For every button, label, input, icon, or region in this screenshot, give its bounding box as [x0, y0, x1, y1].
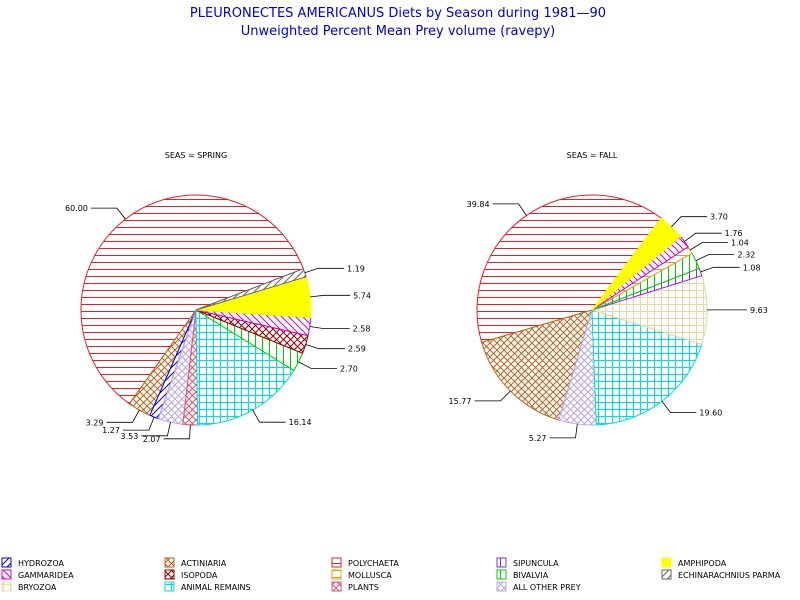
legend-item: ISOPODA	[164, 569, 218, 580]
legend-swatch	[331, 569, 342, 580]
legend-item: ACTINIARIA	[164, 557, 227, 568]
legend-swatch	[164, 557, 175, 568]
leader-line	[163, 424, 191, 440]
legend-label: ACTINIARIA	[181, 559, 227, 568]
legend-label: POLYCHAETA	[348, 559, 399, 568]
legend-label: BRYOZOA	[18, 583, 57, 592]
data-label: 1.76	[725, 229, 743, 238]
legend-item: ALL OTHER PREY	[496, 581, 581, 592]
legend-swatch	[1, 581, 12, 592]
legend-label: BIVALVIA	[513, 571, 549, 580]
slice-actiniaria	[481, 309, 593, 421]
legend-label: PLANTS	[348, 583, 379, 592]
data-label: 5.74	[353, 291, 371, 300]
legend-item: BIVALVIA	[496, 569, 549, 580]
legend-item: SIPUNCULA	[496, 557, 559, 568]
chart-title: PLEURONECTES AMERICANUS Diets by Season …	[190, 6, 606, 21]
data-label: 3.53	[121, 432, 139, 441]
legend-label: ANIMAL REMAINS	[181, 583, 251, 592]
data-label: 2.59	[348, 345, 366, 354]
leader-line	[700, 266, 740, 273]
legend-item: MOLLUSCA	[331, 569, 392, 580]
legend-item: HYDROZOA	[1, 557, 65, 568]
legend-item: AMPHIPODA	[661, 557, 727, 568]
leader-line	[310, 294, 351, 298]
data-label: 1.04	[731, 239, 749, 248]
legend-swatch	[164, 569, 175, 580]
leader-line	[671, 216, 708, 228]
slice-animal-remains	[195, 309, 295, 426]
legend-label: SIPUNCULA	[513, 559, 559, 568]
legend-swatch	[661, 557, 672, 568]
data-label: 5.27	[529, 434, 547, 443]
legend-label: ECHINARACHNIUS PARMA	[678, 571, 781, 580]
data-label: 9.63	[750, 306, 768, 315]
data-label: 3.70	[710, 213, 728, 222]
data-label: 2.58	[353, 325, 371, 334]
legend-swatch	[496, 569, 507, 580]
leader-line	[689, 242, 728, 251]
pie-panel-2: SEAS = FALL 39.84 15.77 5.27 19.60 9.63 1.08 2.…	[449, 151, 768, 443]
legend: HYDROZOA ACTINIARIA POLYCHAETA SIPUNCULA AMP…	[1, 557, 781, 592]
legend-swatch	[496, 581, 507, 592]
leader-line	[695, 254, 735, 261]
slice-polychaeta	[476, 194, 662, 344]
legend-swatch	[496, 557, 507, 568]
legend-label: ALL OTHER PREY	[513, 583, 581, 592]
legend-swatch	[1, 557, 12, 568]
leader-line	[304, 267, 345, 274]
leader-line	[549, 424, 578, 439]
legend-swatch	[1, 569, 12, 580]
data-label: 39.84	[467, 200, 490, 209]
legend-label: ISOPODA	[181, 571, 218, 580]
data-label: 1.27	[102, 426, 120, 435]
leader-line	[106, 409, 140, 423]
leader-line	[90, 207, 126, 220]
data-label: 60.00	[65, 204, 88, 213]
legend-item: ANIMAL REMAINS	[164, 581, 251, 592]
leader-line	[141, 422, 171, 437]
panel-label: SEAS = SPRING	[165, 151, 227, 160]
data-label: 2.07	[143, 435, 161, 444]
legend-item: PLANTS	[331, 581, 379, 592]
pie-panels: SEAS = SPRING 60.00 3.291.273.53 2.07 16.14 2…	[65, 151, 768, 444]
legend-swatch	[661, 569, 672, 580]
legend-item: BRYOZOA	[1, 581, 57, 592]
data-label: 1.08	[743, 263, 761, 272]
slice-amphipoda	[591, 217, 682, 311]
leader-line	[252, 409, 286, 423]
leader-line	[298, 361, 337, 369]
panel-label: SEAS = FALL	[567, 151, 618, 160]
legend-label: MOLLUSCA	[348, 571, 392, 580]
pie-panel-1: SEAS = SPRING 60.00 3.291.273.53 2.07 16.14 2…	[65, 151, 371, 444]
leader-line	[474, 390, 511, 402]
legend-swatch	[331, 581, 342, 592]
legend-item: POLYCHAETA	[331, 557, 399, 568]
data-label: 19.60	[699, 408, 722, 417]
chart-subtitle: Unweighted Percent Mean Prey volume (rav…	[241, 24, 555, 39]
data-label: 16.14	[289, 418, 312, 427]
legend-swatch	[164, 581, 175, 592]
leader-line	[305, 344, 345, 350]
leader-line	[309, 326, 350, 330]
leader-line	[123, 416, 155, 431]
legend-swatch	[331, 557, 342, 568]
leader-line	[492, 203, 527, 216]
legend-label: HYDROZOA	[18, 559, 65, 568]
leader-line	[684, 232, 722, 242]
legend-label: AMPHIPODA	[678, 559, 727, 568]
legend-item: ECHINARACHNIUS PARMA	[661, 569, 781, 580]
leader-line	[661, 401, 697, 413]
data-label: 1.19	[347, 264, 365, 273]
data-label: 15.77	[449, 397, 472, 406]
legend-item: GAMMARIDEA	[1, 569, 74, 580]
legend-label: GAMMARIDEA	[18, 571, 74, 580]
data-label: 2.70	[340, 364, 358, 373]
data-label: 2.32	[738, 251, 756, 260]
data-label: 3.29	[86, 418, 104, 427]
